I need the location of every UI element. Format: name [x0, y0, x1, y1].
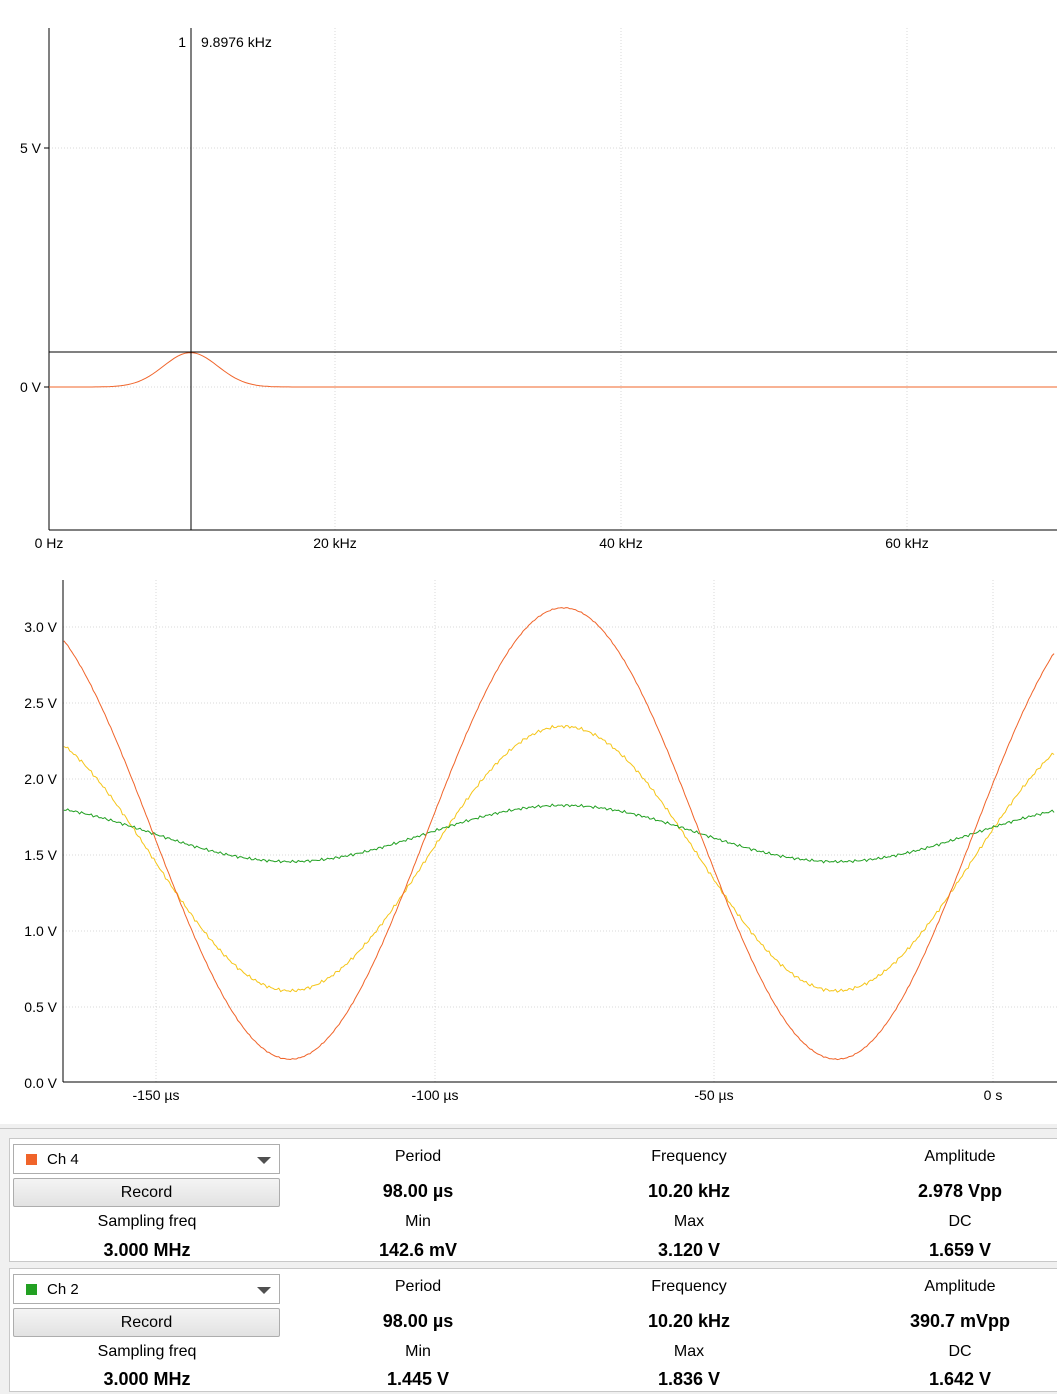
spectrum-trace	[49, 352, 1057, 388]
dc-value: 1.659 V	[928, 1240, 992, 1260]
spectrum-y-tick-label: 0 V	[20, 379, 42, 395]
scope-x-tick-label: -150 µs	[133, 1087, 180, 1103]
chevron-down-icon	[257, 1157, 271, 1164]
period-value: 98.00 µs	[382, 1311, 454, 1331]
min-label: Min	[405, 1343, 431, 1360]
spectrum-x-tick-label: 40 kHz	[599, 535, 643, 551]
channel-select-dropdown[interactable]: Ch 2	[13, 1274, 280, 1304]
max-value: 1.836 V	[657, 1369, 721, 1389]
max-value: 3.120 V	[657, 1240, 721, 1260]
sampling-freq-value: 3.000 MHz	[103, 1240, 191, 1260]
scope-y-tick-label: 2.5 V	[24, 695, 57, 711]
scope-y-tick-label: 0.0 V	[24, 1075, 57, 1091]
amplitude-label: Amplitude	[924, 1148, 996, 1165]
dc-label: DC	[948, 1213, 972, 1230]
amplitude-value: 2.978 Vpp	[917, 1181, 1003, 1201]
scope-y-tick-label: 1.0 V	[24, 923, 57, 939]
spectrum-x-tick-label: 0 Hz	[35, 535, 64, 551]
plots-area: 5 V 0 V 0 Hz 20 kHz 40 kHz 60 kHz 1 9.89…	[0, 0, 1057, 1124]
plots-svg: 5 V 0 V 0 Hz 20 kHz 40 kHz 60 kHz 1 9.89…	[0, 0, 1057, 1124]
scope-x-tick-label: -100 µs	[412, 1087, 459, 1103]
record-button[interactable]: Record	[13, 1178, 280, 1207]
channel-select-dropdown[interactable]: Ch 4	[13, 1144, 280, 1174]
min-value: 142.6 mV	[378, 1240, 458, 1260]
scope-trace-ch2	[63, 803, 1055, 864]
dc-label: DC	[948, 1343, 972, 1360]
channel-panel-ch2: Ch 2 Record Sampling freq 3.000 MHz Peri…	[9, 1268, 1057, 1392]
spectrum-x-tick-label: 60 kHz	[885, 535, 929, 551]
plot-background	[0, 0, 1057, 1124]
period-label: Period	[394, 1148, 442, 1165]
sampling-freq-label: Sampling freq	[97, 1343, 197, 1360]
dc-value: 1.642 V	[928, 1369, 992, 1389]
spectrum-y-tick-label: 5 V	[20, 140, 42, 156]
amplitude-value: 390.7 mVpp	[909, 1311, 1011, 1331]
spectrum-plot[interactable]: 5 V 0 V 0 Hz 20 kHz 40 kHz 60 kHz 1 9.89…	[20, 28, 1057, 551]
sampling-freq-label: Sampling freq	[97, 1213, 197, 1230]
channel-color-swatch	[26, 1154, 37, 1165]
channel-select-label: Ch 4	[47, 1151, 79, 1168]
channel-color-swatch	[26, 1284, 37, 1295]
channel-panel-ch4: Ch 4 Record Sampling freq 3.000 MHz Peri…	[9, 1138, 1057, 1262]
scope-trace-yellow	[63, 724, 1055, 993]
frequency-label: Frequency	[651, 1278, 727, 1295]
scope-x-tick-label: 0 s	[984, 1087, 1003, 1103]
min-value: 1.445 V	[386, 1369, 450, 1389]
cursor-index-label: 1	[178, 34, 186, 50]
period-label: Period	[394, 1278, 442, 1295]
scope-y-tick-label: 1.5 V	[24, 847, 57, 863]
cursor-frequency-label: 9.8976 kHz	[201, 34, 272, 50]
scope-x-tick-label: -50 µs	[694, 1087, 733, 1103]
period-value: 98.00 µs	[382, 1181, 454, 1201]
max-label: Max	[673, 1343, 705, 1360]
scope-y-tick-label: 3.0 V	[24, 619, 57, 635]
max-label: Max	[673, 1213, 705, 1230]
scope-trace-ch4	[63, 607, 1055, 1061]
record-button[interactable]: Record	[13, 1308, 280, 1337]
chevron-down-icon	[257, 1287, 271, 1294]
scope-y-tick-label: 0.5 V	[24, 999, 57, 1015]
channel-select-label: Ch 2	[47, 1281, 79, 1298]
amplitude-label: Amplitude	[924, 1278, 996, 1295]
panel-separator	[0, 1128, 1057, 1129]
frequency-value: 10.20 kHz	[647, 1181, 731, 1201]
frequency-value: 10.20 kHz	[647, 1311, 731, 1331]
min-label: Min	[405, 1213, 431, 1230]
sampling-freq-value: 3.000 MHz	[103, 1369, 191, 1389]
scope-y-tick-label: 2.0 V	[24, 771, 57, 787]
frequency-label: Frequency	[651, 1148, 727, 1165]
scope-plot[interactable]: 3.0 V 2.5 V 2.0 V 1.5 V 1.0 V 0.5 V 0.0 …	[24, 580, 1057, 1103]
spectrum-x-tick-label: 20 kHz	[313, 535, 357, 551]
